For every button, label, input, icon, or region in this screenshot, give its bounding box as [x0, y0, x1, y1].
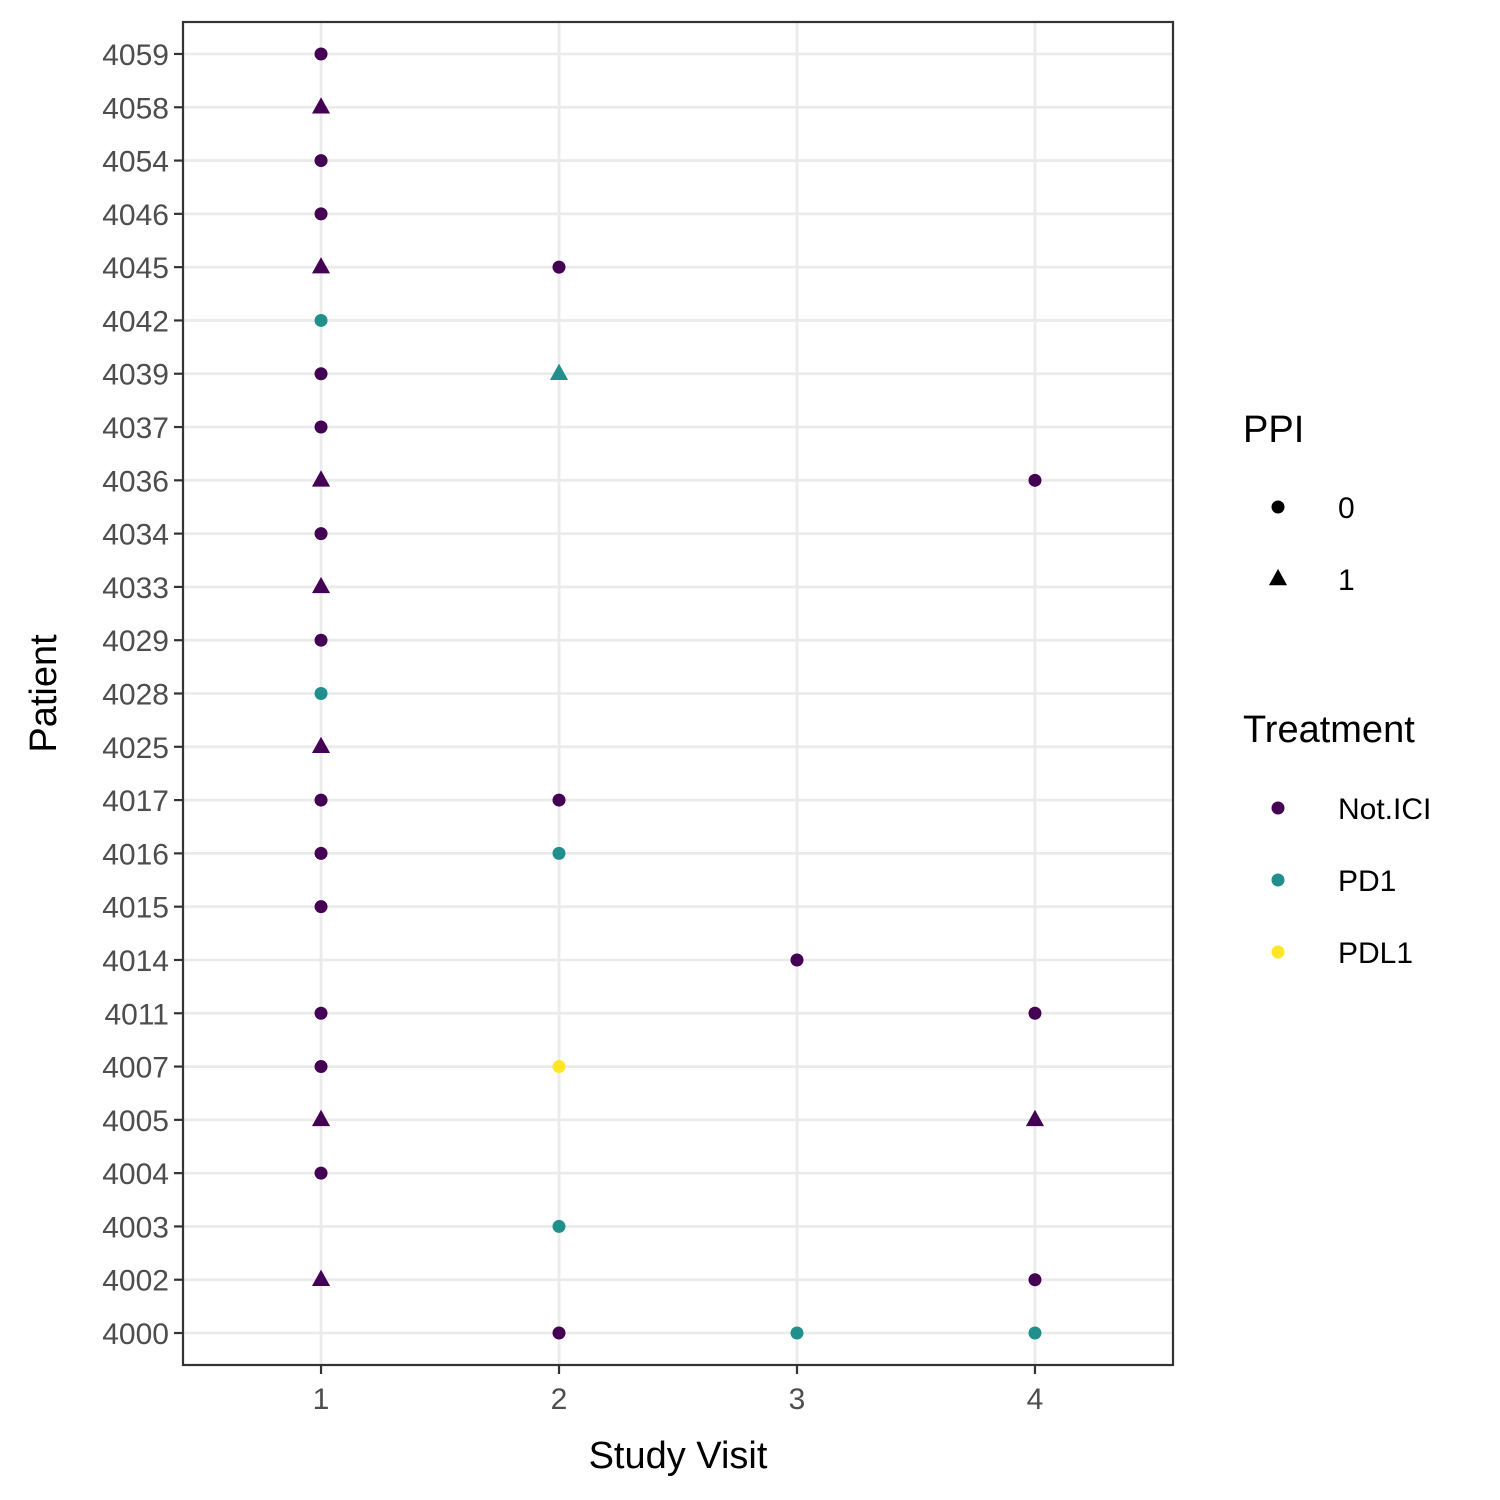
- x-tick-label: 1: [313, 1383, 330, 1416]
- legend-title-treatment: Treatment: [1243, 709, 1415, 751]
- y-tick-label: 4004: [102, 1158, 169, 1191]
- grid-lines: [183, 22, 1173, 1365]
- data-point: [314, 207, 328, 221]
- data-point: [1028, 473, 1042, 487]
- data-point: [314, 420, 328, 434]
- y-tick-label: 4015: [102, 892, 169, 925]
- data-point: [311, 257, 331, 274]
- y-tick-label: 4046: [102, 199, 169, 232]
- legends: PPI 0 1 Treatment Not.ICI PD1 PDL1: [1243, 409, 1431, 970]
- data-point: [311, 97, 331, 114]
- data-point: [314, 793, 328, 807]
- y-tick-label: 4036: [102, 465, 169, 498]
- legend-key-color: [1271, 801, 1285, 815]
- data-point: [552, 1219, 566, 1233]
- data-point: [311, 576, 331, 594]
- data-point: [1028, 1326, 1042, 1340]
- data-point: [790, 1326, 804, 1340]
- data-point: [1028, 1273, 1042, 1287]
- data-point: [314, 367, 328, 381]
- legend-label: 0: [1338, 492, 1355, 525]
- data-point: [314, 1060, 328, 1074]
- x-tick-label: 4: [1027, 1383, 1044, 1416]
- y-tick-label: 4039: [102, 359, 169, 392]
- data-point: [314, 1166, 328, 1180]
- legend-label: PDL1: [1338, 937, 1413, 970]
- y-tick-label: 4011: [104, 998, 169, 1031]
- data-point: [552, 1326, 566, 1340]
- data-point: [790, 953, 804, 967]
- y-tick-label: 4003: [102, 1211, 169, 1244]
- legend-key-color: [1271, 945, 1285, 959]
- y-tick-label: 4016: [102, 838, 169, 871]
- data-point: [314, 154, 328, 168]
- data-point: [311, 736, 331, 754]
- legend-key-circle: [1271, 500, 1285, 514]
- data-point: [311, 470, 331, 487]
- y-tick-label: 4005: [102, 1105, 169, 1138]
- data-point: [552, 846, 566, 860]
- data-point: [1025, 1109, 1045, 1127]
- y-tick-label: 4033: [102, 572, 169, 605]
- x-tick-label: 2: [551, 1383, 568, 1416]
- x-axis: 1 2 3 4: [313, 1365, 1044, 1416]
- data-point: [549, 363, 569, 380]
- data-point: [552, 260, 566, 274]
- legend-title-ppi: PPI: [1243, 409, 1304, 451]
- data-points: [311, 47, 1045, 1340]
- data-point: [314, 687, 328, 700]
- data-point: [1028, 1006, 1042, 1020]
- data-point: [552, 793, 566, 807]
- data-point: [314, 47, 328, 61]
- y-tick-label: 4014: [102, 945, 169, 978]
- y-tick-label: 4002: [102, 1265, 169, 1298]
- y-tick-label: 4029: [102, 625, 169, 658]
- data-point: [314, 1006, 328, 1020]
- data-point: [311, 1269, 331, 1286]
- y-axis: 4000 4002 4003 4004 4005 4007 4011 4014 4015 4016…: [102, 39, 183, 1351]
- y-tick-label: 4034: [102, 519, 169, 552]
- legend-key-triangle: [1268, 568, 1288, 586]
- y-tick-label: 4000: [102, 1318, 169, 1351]
- y-axis-title: Patient: [23, 634, 65, 753]
- data-point: [314, 846, 328, 860]
- x-axis-title: Study Visit: [589, 1435, 768, 1477]
- legend-key-color: [1271, 873, 1285, 887]
- y-tick-label: 4045: [102, 252, 169, 285]
- y-tick-label: 4017: [102, 785, 169, 818]
- data-point: [314, 633, 328, 647]
- data-point: [314, 313, 328, 327]
- data-point: [314, 900, 328, 914]
- y-tick-label: 4025: [102, 732, 169, 765]
- y-tick-label: 4058: [102, 92, 169, 125]
- data-point: [314, 527, 328, 541]
- legend-label: PD1: [1338, 865, 1396, 898]
- y-tick-label: 4054: [102, 146, 169, 179]
- legend-label: 1: [1338, 564, 1355, 597]
- y-tick-label: 4042: [102, 305, 169, 338]
- y-tick-label: 4059: [102, 39, 169, 72]
- y-tick-label: 4037: [102, 412, 169, 445]
- y-tick-label: 4028: [102, 679, 169, 712]
- y-tick-label: 4007: [102, 1052, 169, 1085]
- data-point: [552, 1060, 566, 1074]
- legend-label: Not.ICI: [1338, 793, 1431, 826]
- data-point: [311, 1109, 331, 1127]
- x-tick-label: 3: [789, 1383, 806, 1416]
